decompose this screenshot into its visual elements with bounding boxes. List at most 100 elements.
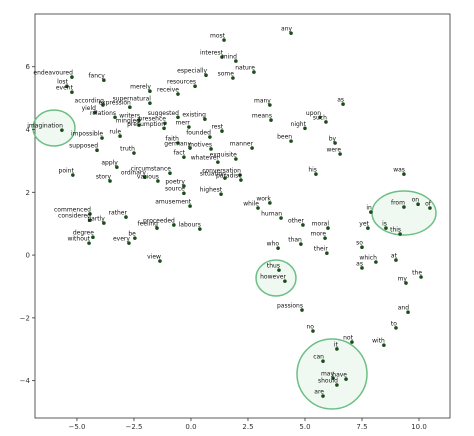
point-label: some <box>218 71 235 78</box>
y-tick-label: 6 <box>26 63 31 71</box>
point-label: in <box>366 205 372 212</box>
point-label: been <box>277 134 292 141</box>
point-label: degree <box>73 230 94 237</box>
point-label: point <box>59 168 75 175</box>
point-label: according <box>75 98 105 105</box>
point-label: highest <box>200 187 223 194</box>
point <box>60 128 64 132</box>
point <box>137 123 141 127</box>
point <box>238 173 242 177</box>
point-label: various <box>137 173 159 180</box>
point-label: should <box>318 378 338 385</box>
point <box>331 376 335 380</box>
point-label: germany <box>164 141 191 148</box>
point <box>326 226 330 230</box>
point-label: more <box>310 231 326 238</box>
highlight-circle <box>32 109 76 147</box>
point-label: means <box>252 113 272 120</box>
point-label: merely <box>130 84 151 91</box>
point-label: merr <box>176 120 191 127</box>
point <box>311 329 315 333</box>
x-tick-label: 5.0 <box>299 423 310 431</box>
point <box>223 176 227 180</box>
point <box>321 394 325 398</box>
point-label: suggested <box>148 110 179 117</box>
point-label: by <box>329 136 337 143</box>
point-label: supernatural <box>113 96 152 103</box>
point-label: from <box>391 200 405 207</box>
point-label: lost <box>57 79 68 86</box>
point-label: story <box>96 173 112 180</box>
point-label: was <box>393 167 405 174</box>
point <box>394 326 398 330</box>
point <box>325 251 329 255</box>
point <box>198 227 202 231</box>
point-label: endeavoured <box>33 70 73 77</box>
point <box>268 201 272 205</box>
point <box>127 241 131 245</box>
point <box>163 121 167 126</box>
point-label: may <box>321 371 335 378</box>
point <box>115 165 119 169</box>
point-label: to <box>391 320 397 327</box>
point-label: on <box>412 197 420 204</box>
point <box>132 151 136 155</box>
x-tick-label: 2.5 <box>242 423 253 431</box>
point <box>124 215 128 219</box>
point-label: resources <box>167 79 196 86</box>
point-label: however <box>260 274 286 281</box>
point <box>203 117 207 121</box>
point-label: view <box>147 254 161 261</box>
point <box>303 126 307 131</box>
point <box>318 115 322 120</box>
point-label: especially <box>177 68 207 75</box>
highlights <box>32 109 437 410</box>
highlight-circle <box>296 338 368 410</box>
point <box>277 268 281 272</box>
point <box>91 235 95 239</box>
point-label: poetry <box>165 179 185 186</box>
highlight-circle <box>371 190 437 236</box>
y-tick-label: −4 <box>20 377 31 385</box>
point-label: ordinary <box>121 170 146 177</box>
point <box>128 105 132 110</box>
point <box>95 148 99 153</box>
point <box>216 160 220 164</box>
point-label: feeling <box>138 221 159 228</box>
point <box>283 279 287 283</box>
point-label: of <box>425 200 432 207</box>
point <box>350 340 354 344</box>
point-label: this <box>390 227 401 234</box>
point <box>269 118 273 122</box>
point <box>219 192 223 196</box>
point-label: than <box>288 237 302 244</box>
point-label: fancy <box>88 73 105 80</box>
x-tick-label: −5.0 <box>68 423 85 431</box>
x-tick-label: 10.0 <box>411 423 427 431</box>
point-label: fact <box>173 150 185 157</box>
point <box>118 134 122 138</box>
point-label: manner <box>230 141 254 148</box>
point-label: writers <box>119 113 140 120</box>
point-label: such <box>313 114 327 121</box>
point <box>394 258 398 262</box>
point-label: every <box>113 236 130 243</box>
point <box>360 245 364 250</box>
point-label: amusement <box>155 199 191 206</box>
point <box>234 157 238 161</box>
point <box>428 206 432 210</box>
point <box>156 179 160 183</box>
point-label: and <box>398 305 409 312</box>
point <box>324 120 328 124</box>
point <box>143 175 147 180</box>
point <box>137 118 141 122</box>
point-label: who <box>267 241 280 248</box>
point-label: the <box>412 270 422 277</box>
point <box>333 141 337 145</box>
point-label: as <box>337 97 344 104</box>
point <box>100 136 104 140</box>
point-label: founded <box>186 130 211 137</box>
point <box>321 359 325 363</box>
point <box>168 171 172 175</box>
